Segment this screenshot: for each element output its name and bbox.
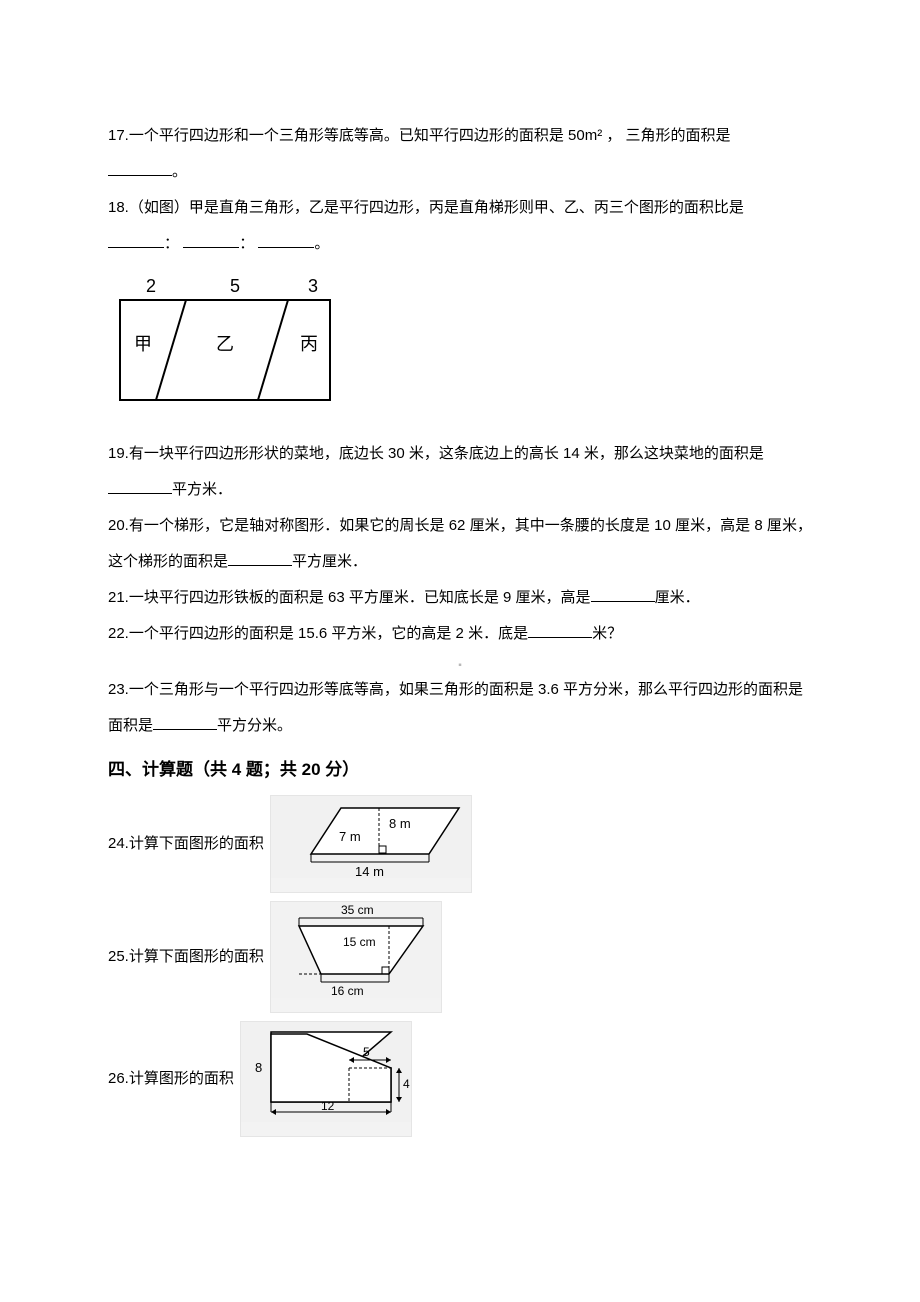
- question-26: 26.计算图形的面积 8 5: [108, 1021, 812, 1137]
- q-text: 平方厘米．: [292, 553, 367, 570]
- q-num: 24.: [108, 835, 129, 852]
- question-19-line2: 平方米．: [108, 472, 812, 508]
- fig18-label-top1: 2: [146, 276, 156, 296]
- question-18-line2: ： ： 。: [108, 226, 812, 262]
- blank: [258, 232, 314, 248]
- blank: [108, 478, 172, 494]
- figure-q25-svg: 35 cm 15 cm 16 cm: [271, 902, 441, 998]
- blank: [153, 714, 217, 730]
- fig25-h: 15 cm: [343, 935, 376, 949]
- q-num: 23.: [108, 681, 129, 698]
- fig18-cell3: 丙: [300, 334, 318, 354]
- question-23-line2: 面积是 平方分米。: [108, 708, 812, 744]
- question-22: 22.一个平行四边形的面积是 15.6 平方米，它的高是 2 米．底是 米？: [108, 616, 812, 652]
- colon: ：: [239, 235, 254, 252]
- fig26-notch-w: 5: [363, 1045, 370, 1059]
- q-text: 一个平行四边形的面积是 15.6 平方米，它的高是 2 米．底是: [129, 625, 528, 642]
- question-20: 20.有一个梯形，它是轴对称图形．如果它的周长是 62 厘米，其中一条腰的长度是…: [108, 508, 812, 580]
- q-text: 。: [172, 164, 187, 180]
- center-mark: ▪: [458, 654, 462, 678]
- q-num: 22.: [108, 625, 129, 642]
- q-text: 计算下面图形的面积: [129, 948, 264, 965]
- document-page: 17.一个平行四边形和一个三角形等底等高。已知平行四边形的面积是 50m² ， …: [0, 0, 920, 1255]
- fig24-side: 7 m: [339, 829, 361, 844]
- q-text: 面积是: [108, 717, 153, 734]
- q24-label: 24.计算下面图形的面积: [108, 826, 264, 862]
- question-24: 24.计算下面图形的面积 8 m 7 m 14 m: [108, 795, 812, 893]
- fig26-bottom: 12: [321, 1099, 335, 1113]
- figure-q18: 2 5 3 甲 乙 丙: [108, 272, 812, 426]
- blank: [108, 232, 164, 248]
- q-text: 计算图形的面积: [129, 1070, 234, 1087]
- fig25-bottom: 16 cm: [331, 984, 364, 998]
- fig18-label-top3: 3: [308, 276, 318, 296]
- q-num: 25.: [108, 948, 129, 965]
- q-num: 18.: [108, 199, 129, 216]
- q-text: 一个平行四边形和一个三角形等底等高。已知平行四边形的面积是 50m² ， 三角形…: [129, 127, 731, 144]
- q-text: 平方分米。: [217, 717, 292, 734]
- q26-label: 26.计算图形的面积: [108, 1061, 234, 1097]
- q-text: 有一块平行四边形形状的菜地，底边长 30 米，这条底边上的高长 14 米，那么这…: [129, 445, 764, 462]
- figure-q24-svg: 8 m 7 m 14 m: [271, 796, 471, 878]
- q-text: 计算下面图形的面积: [129, 835, 264, 852]
- question-21: 21.一块平行四边形铁板的面积是 63 平方厘米．已知底长是 9 厘米，高是 厘米…: [108, 580, 812, 616]
- q-text: 一块平行四边形铁板的面积是 63 平方厘米．已知底长是 9 厘米，高是: [129, 589, 591, 606]
- blank: [591, 586, 655, 602]
- q-num: 19.: [108, 445, 129, 462]
- q25-label: 25.计算下面图形的面积: [108, 939, 264, 975]
- q-text: 一个三角形与一个平行四边形等底等高，如果三角形的面积是 3.6 平方分米，那么平…: [129, 681, 803, 698]
- q-num: 21.: [108, 589, 129, 606]
- q-text: （如图）甲是直角三角形，乙是平行四边形，丙是直角梯形则甲、乙、丙三个图形的面积比…: [129, 199, 744, 216]
- fig24-base: 14 m: [355, 864, 384, 878]
- section-4-title: 四、计算题（共 4 题；共 20 分）: [108, 750, 812, 791]
- blank: [228, 550, 292, 566]
- figure-q25: 35 cm 15 cm 16 cm: [270, 901, 442, 1013]
- fig18-cell2: 乙: [216, 334, 234, 354]
- fig26-notch-h: 4: [403, 1077, 410, 1091]
- blank: [528, 622, 592, 638]
- figure-q26-svg: 8 5 4 12: [241, 1022, 411, 1122]
- q-num: 26.: [108, 1070, 129, 1087]
- question-17: 17.一个平行四边形和一个三角形等底等高。已知平行四边形的面积是 50m² ， …: [108, 118, 812, 154]
- q-num: 17.: [108, 127, 129, 144]
- blank: [183, 232, 239, 248]
- fig18-cell1: 甲: [134, 334, 152, 354]
- q-text: 厘米．: [655, 589, 700, 606]
- fig18-label-top2: 5: [230, 276, 240, 296]
- fig25-top: 35 cm: [341, 903, 374, 917]
- q-text: 。: [314, 236, 329, 252]
- question-17-line2: 。: [108, 154, 812, 190]
- q-text: 米？: [592, 625, 622, 642]
- q-text: 平方米．: [172, 481, 232, 498]
- question-19: 19.有一块平行四边形形状的菜地，底边长 30 米，这条底边上的高长 14 米，…: [108, 436, 812, 472]
- figure-q24: 8 m 7 m 14 m: [270, 795, 472, 893]
- figure-q26: 8 5 4 12: [240, 1021, 412, 1137]
- q-text: 有一个梯形，它是轴对称图形．如果它的周长是 62 厘米，其中一条腰的长度是 10…: [108, 517, 812, 570]
- question-25: 25.计算下面图形的面积 35 cm 15 c: [108, 901, 812, 1013]
- blank: [108, 160, 172, 176]
- q-num: 20.: [108, 517, 129, 534]
- fig24-h: 8 m: [389, 816, 411, 831]
- question-18: 18.（如图）甲是直角三角形，乙是平行四边形，丙是直角梯形则甲、乙、丙三个图形的…: [108, 190, 812, 226]
- colon: ：: [164, 235, 179, 252]
- fig26-left: 8: [255, 1060, 262, 1075]
- figure-q18-svg: 2 5 3 甲 乙 丙: [108, 272, 344, 412]
